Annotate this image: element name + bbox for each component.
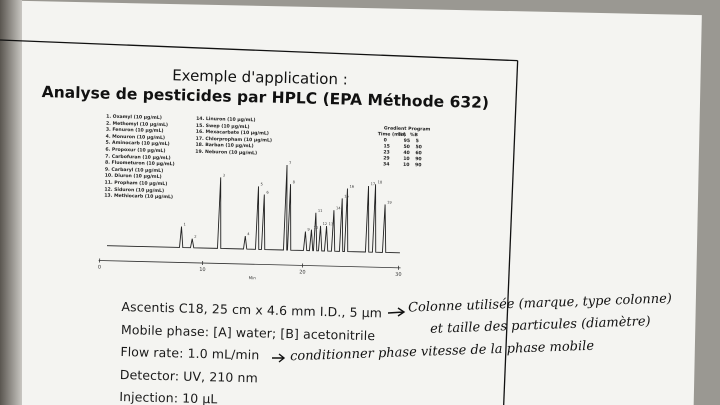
x-axis <box>98 260 401 269</box>
tick-label: 10 <box>199 267 206 273</box>
peak-label: 6 <box>266 191 269 195</box>
peak-label: 8 <box>293 180 296 184</box>
peak-label: 15 <box>344 194 349 198</box>
tick-label: 30 <box>395 272 402 278</box>
signal-trace <box>106 165 400 254</box>
peak-label: 12 <box>323 222 328 226</box>
arrow <box>387 307 406 317</box>
frame-right <box>501 60 519 405</box>
peak-label: 7 <box>289 161 291 165</box>
peak-label: 3 <box>223 173 225 177</box>
frame-top <box>0 39 518 62</box>
peak-label: 5 <box>261 182 263 186</box>
peak-label: 14 <box>336 206 341 210</box>
peak-label: 18 <box>378 180 383 184</box>
peak-label: 16 <box>349 185 354 189</box>
peak-label: 9 <box>307 228 310 232</box>
tick-label: 20 <box>299 269 306 275</box>
peak-label: 2 <box>194 235 196 239</box>
peak-label: 13 <box>329 222 334 226</box>
peak-label: 19 <box>387 201 392 205</box>
peak-label: 10 <box>313 226 318 230</box>
left-edge <box>0 0 22 405</box>
arrow <box>272 353 286 363</box>
tick-label: 0 <box>98 264 101 270</box>
peak-label: 11 <box>318 209 323 213</box>
peak-label: 1 <box>183 223 185 227</box>
peak-label: 17 <box>371 182 376 186</box>
peak-label: 4 <box>247 232 250 236</box>
axis-label: Min <box>249 275 257 280</box>
